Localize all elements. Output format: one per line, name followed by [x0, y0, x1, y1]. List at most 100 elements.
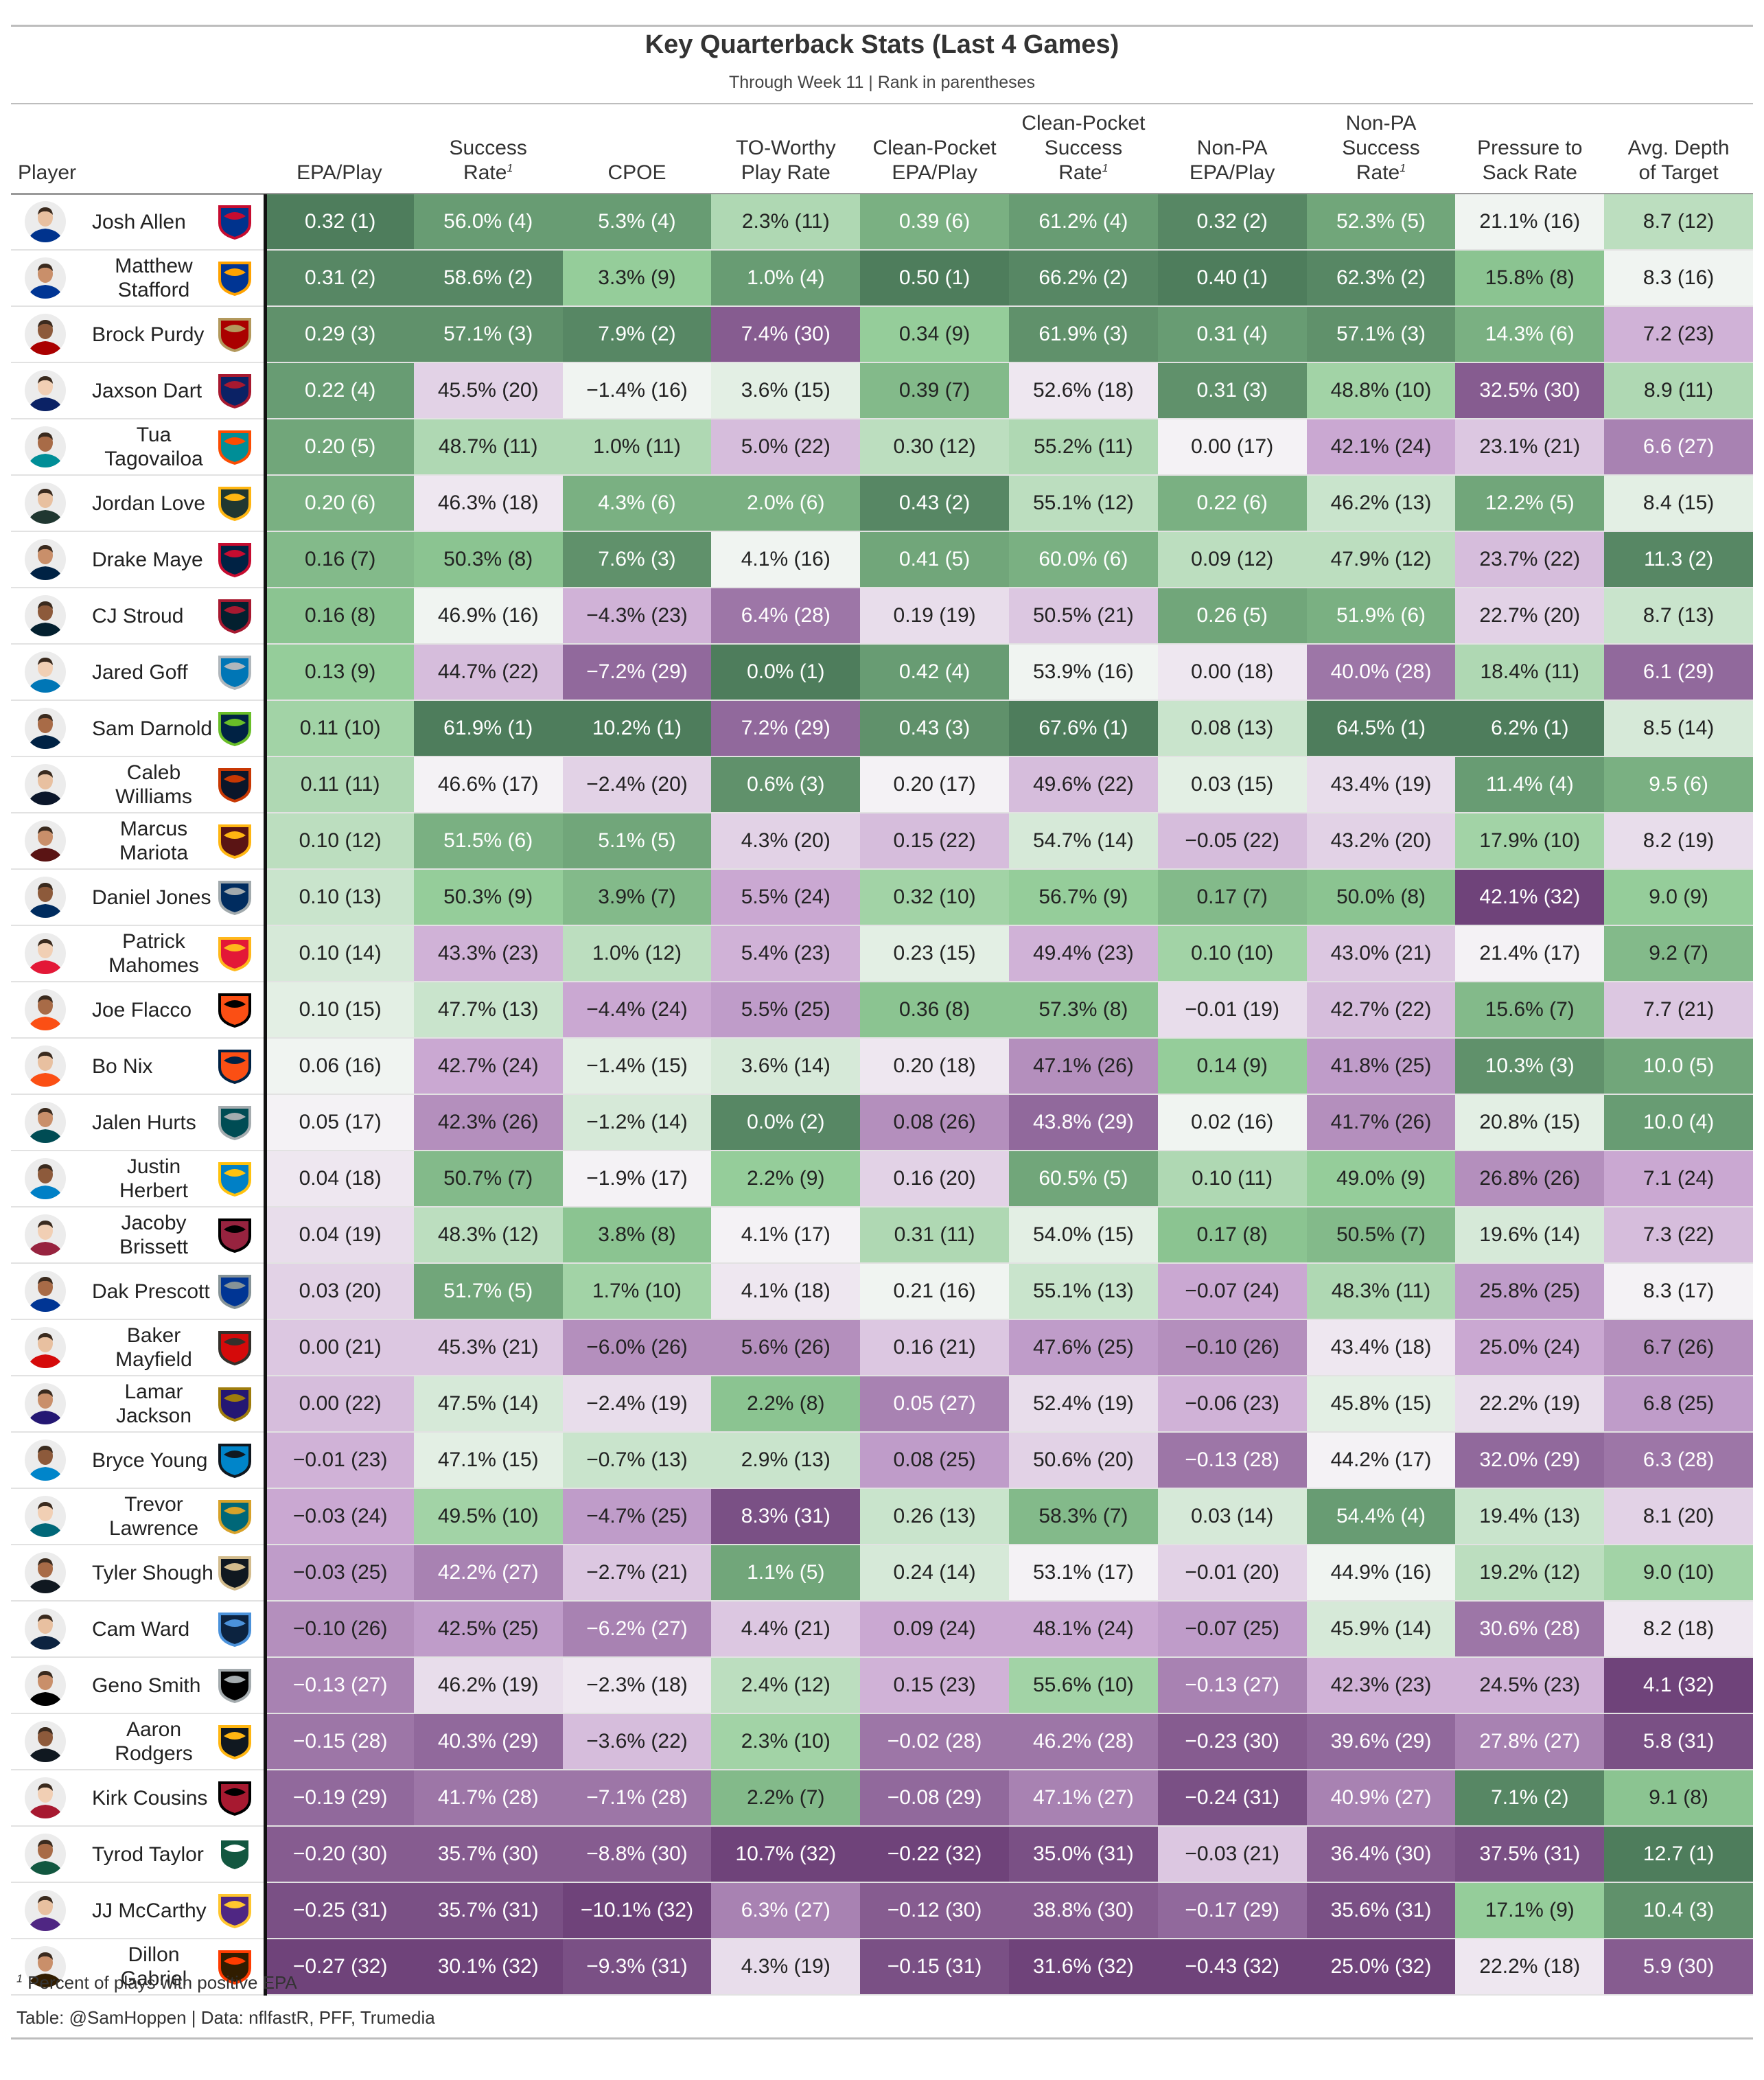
cell-cpoe: −4.7% (25)	[562, 1488, 712, 1545]
team-logo-mark	[224, 212, 246, 220]
cell-cpoe: 1.7% (10)	[562, 1263, 712, 1320]
header-text: Rate	[463, 161, 507, 184]
player-name: Patrick Mahomes	[108, 930, 199, 977]
team-logo-mark	[224, 1451, 246, 1458]
team-logo-graphic	[218, 993, 251, 1028]
cell-epa: 0.10 (15)	[265, 982, 414, 1039]
cell-cpsr: 55.6% (10)	[1008, 1657, 1158, 1714]
header-cpsr: Clean-Pocket Success Rate1	[1009, 111, 1158, 185]
cell-npepa: 0.31 (3)	[1157, 362, 1307, 419]
team-logo-shape	[218, 543, 251, 578]
headshot-face	[38, 1391, 53, 1409]
headshot-hair	[38, 1108, 53, 1116]
team-logo-icon	[214, 540, 255, 579]
cell-cpoe: 5.3% (4)	[562, 194, 712, 251]
headshot-jersey	[27, 1748, 63, 1762]
player-cell: Jaxson Dart	[11, 362, 267, 419]
cell-to: 5.0% (22)	[711, 419, 861, 476]
team-logo-shape	[218, 487, 251, 522]
headshot-graphic	[25, 1834, 66, 1875]
cell-to: 6.3% (27)	[711, 1882, 861, 1939]
player-headshot-icon	[25, 1665, 66, 1706]
header-npsr: Non-PA Success Rate1	[1307, 111, 1456, 185]
headshot-face	[38, 1954, 53, 1972]
cell-cpepa: 0.30 (12)	[860, 419, 1009, 476]
player-name: Tyrod Taylor	[92, 1842, 204, 1866]
headshot-face	[38, 1222, 53, 1240]
headshot-jersey	[27, 960, 63, 974]
team-logo-graphic	[218, 1444, 251, 1479]
headshot-jersey	[27, 566, 63, 580]
table-row: Tua Tagovailoa 0.20 (5) 48.7% (11) 1.0% (11…	[11, 419, 1753, 476]
player-cell: Baker Mayfield	[11, 1319, 267, 1376]
cell-cpsr: 60.0% (6)	[1008, 531, 1158, 588]
headshot-hair	[38, 995, 53, 1003]
cell-sr: 45.5% (20)	[413, 362, 563, 419]
cell-npepa: 0.09 (12)	[1157, 531, 1307, 588]
cell-adot: 8.3 (17)	[1604, 1263, 1753, 1320]
table-row: Aaron Rodgers −0.15 (28) 40.3% (29) −3.6% (…	[11, 1713, 1753, 1770]
cell-to: 0.0% (1)	[711, 644, 861, 701]
cell-sr: 47.1% (15)	[413, 1432, 563, 1489]
team-logo-graphic	[218, 1106, 251, 1141]
headshot-graphic	[25, 1045, 66, 1087]
cell-sr: 50.3% (8)	[413, 531, 563, 588]
cell-p2s: 7.1% (2)	[1455, 1770, 1605, 1827]
header-epa: EPA/Play	[265, 161, 414, 185]
headshot-face	[38, 1560, 53, 1578]
headshot-graphic	[25, 708, 66, 749]
player-cell-inner: Drake Maye	[11, 532, 262, 586]
team-logo-shape	[218, 1838, 251, 1873]
cell-npsr: 44.9% (16)	[1306, 1545, 1456, 1602]
header-line: Pressure to	[1477, 137, 1583, 159]
headshot-graphic	[25, 1946, 66, 1987]
headshot-jersey	[27, 285, 63, 299]
team-logo-icon	[214, 1722, 255, 1761]
player-cell: Tyrod Taylor	[11, 1826, 267, 1883]
cell-epa: 0.13 (9)	[265, 644, 414, 701]
team-logo-mark	[224, 944, 246, 951]
headshot-face	[38, 828, 53, 846]
cell-npsr: 41.8% (25)	[1306, 1038, 1456, 1095]
team-logo-mark	[224, 1338, 246, 1345]
team-logo-icon	[214, 709, 255, 748]
headshot-jersey	[27, 1523, 63, 1537]
headshot-graphic	[25, 1327, 66, 1368]
team-logo-graphic	[218, 1725, 251, 1760]
headshot-hair	[38, 601, 53, 609]
player-headshot-icon	[25, 1383, 66, 1424]
cell-to: 4.1% (17)	[711, 1207, 861, 1264]
player-cell: Dillon Gabriel	[11, 1939, 267, 1996]
cell-adot: 8.3 (16)	[1604, 250, 1753, 307]
cell-epa: 0.16 (8)	[265, 588, 414, 645]
header-line: of Target	[1604, 161, 1753, 185]
cell-cpoe: −1.9% (17)	[562, 1151, 712, 1207]
player-cell: Kirk Cousins	[11, 1770, 267, 1827]
table-row: Josh Allen 0.32 (1) 56.0% (4) 5.3% (4) 2.3% …	[11, 194, 1753, 251]
cell-to: 7.4% (30)	[711, 306, 861, 363]
cell-cpoe: −1.2% (14)	[562, 1094, 712, 1151]
team-logo-icon	[214, 484, 255, 522]
player-headshot-icon	[25, 483, 66, 524]
headshot-hair	[38, 1333, 53, 1341]
headshot-hair	[38, 1615, 53, 1622]
cell-p2s: 6.2% (1)	[1455, 700, 1605, 757]
team-logo-icon	[214, 653, 255, 691]
table-row: Cam Ward −0.10 (26) 42.5% (25) −6.2% (27) 4.…	[11, 1601, 1753, 1658]
player-headshot-icon	[25, 933, 66, 974]
player-cell-inner: Josh Allen	[11, 194, 262, 249]
cell-to: 4.1% (16)	[711, 531, 861, 588]
cell-epa: 0.32 (1)	[265, 194, 414, 251]
cell-to: 0.6% (3)	[711, 756, 861, 813]
header-sr: Success Rate1	[414, 136, 563, 185]
cell-p2s: 12.2% (5)	[1455, 475, 1605, 532]
player-name: Bo Nix	[92, 1054, 153, 1078]
team-logo-mark	[224, 1000, 246, 1008]
cell-cpsr: 47.1% (27)	[1008, 1770, 1158, 1827]
cell-sr: 42.3% (26)	[413, 1094, 563, 1151]
team-logo-mark	[224, 494, 246, 501]
player-headshot-icon	[25, 989, 66, 1030]
header-line: EPA/Play	[265, 161, 414, 185]
cell-cpoe: −1.4% (16)	[562, 362, 712, 419]
headshot-graphic	[25, 1608, 66, 1650]
